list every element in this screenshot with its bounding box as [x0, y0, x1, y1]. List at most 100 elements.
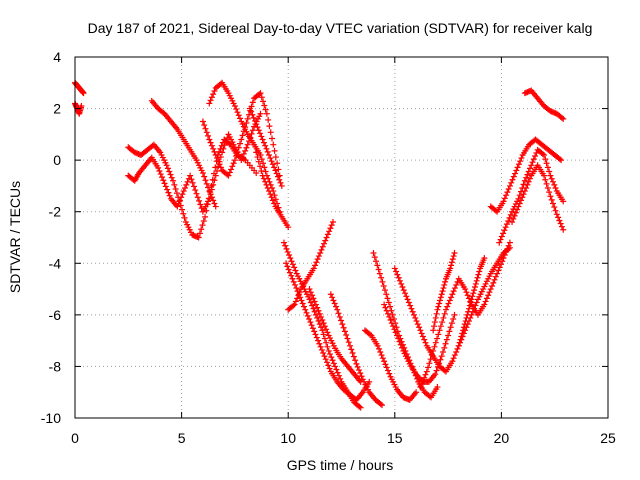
data-point [394, 328, 401, 335]
data-point [182, 184, 189, 191]
data-point [287, 255, 294, 262]
data-point [243, 144, 250, 151]
series-c3 [509, 162, 567, 233]
data-point [471, 284, 478, 291]
data-point [268, 135, 275, 142]
data-point [334, 306, 341, 313]
data-point [242, 124, 249, 131]
data-point [443, 336, 450, 343]
data-point [447, 324, 454, 331]
x-tick-label: 10 [280, 430, 296, 446]
data-point [240, 128, 247, 135]
data-point [262, 142, 269, 149]
data-point [286, 252, 293, 259]
data-point [440, 314, 447, 321]
data-point [292, 298, 299, 305]
data-point [234, 109, 241, 116]
data-point [273, 170, 280, 177]
data-point [303, 309, 310, 316]
data-point [461, 321, 468, 328]
data-point [220, 145, 227, 152]
data-point [462, 286, 469, 293]
data-point [505, 242, 512, 249]
data-point [323, 234, 330, 241]
data-point [390, 323, 397, 330]
data-point [552, 184, 559, 191]
data-point [167, 171, 174, 178]
series-b12 [455, 255, 488, 349]
data-point [341, 328, 348, 335]
data-point [320, 331, 327, 338]
data-point [249, 127, 256, 134]
data-point [433, 367, 440, 374]
y-axis-label: SDTVAR / TECUs [7, 181, 23, 293]
data-point [497, 261, 504, 268]
data-point [328, 222, 335, 229]
data-point [556, 217, 563, 224]
data-point [358, 373, 365, 380]
data-point [203, 180, 210, 187]
data-point [290, 302, 297, 309]
data-point [382, 304, 389, 311]
data-point [547, 172, 554, 179]
data-point [430, 347, 437, 354]
data-point [500, 230, 507, 237]
data-point [473, 277, 480, 284]
data-point [202, 213, 209, 220]
chart-title: Day 187 of 2021, Sidereal Day-to-day VTE… [88, 20, 593, 36]
data-point [248, 108, 255, 115]
data-point [268, 158, 275, 165]
data-point [558, 114, 565, 121]
data-point [310, 295, 317, 302]
data-point [497, 236, 504, 243]
data-point [423, 368, 430, 375]
data-point [345, 339, 352, 346]
data-point [451, 285, 458, 292]
data-point [295, 292, 302, 299]
data-point [386, 370, 393, 377]
data-point [379, 278, 386, 285]
x-tick-label: 0 [71, 430, 79, 446]
data-point [412, 372, 419, 379]
data-point [485, 292, 492, 299]
data-point [500, 255, 507, 262]
data-point [357, 404, 364, 411]
data-point [261, 102, 268, 109]
data-point [436, 297, 443, 304]
series-b1 [280, 239, 364, 411]
data-point [166, 168, 173, 175]
data-point [442, 278, 449, 285]
series-b8 [370, 249, 441, 401]
data-point [212, 172, 219, 179]
data-point [463, 314, 470, 321]
data-point [380, 282, 387, 289]
data-point [432, 314, 439, 321]
data-point [496, 239, 503, 246]
data-point [312, 331, 319, 338]
data-point [509, 176, 516, 183]
data-point [437, 294, 444, 301]
y-tick-label: -4 [49, 255, 62, 271]
data-point [384, 310, 391, 317]
data-point [448, 262, 455, 269]
grid-lines [75, 57, 608, 418]
data-point [274, 160, 281, 167]
data-point [285, 266, 292, 273]
data-point [226, 169, 233, 176]
data-point [263, 145, 270, 152]
data-point [239, 132, 246, 139]
data-point [543, 160, 550, 167]
data-point [213, 155, 220, 162]
data-point [238, 136, 245, 143]
data-point [189, 179, 196, 186]
data-point [210, 145, 217, 152]
data-point [215, 158, 222, 165]
data-point [349, 350, 356, 357]
y-tick-label: 2 [53, 101, 61, 117]
data-point [318, 246, 325, 253]
data-point [428, 352, 435, 359]
data-point [333, 366, 340, 373]
data-point [391, 265, 398, 272]
data-point [266, 123, 273, 130]
data-point [166, 192, 173, 199]
